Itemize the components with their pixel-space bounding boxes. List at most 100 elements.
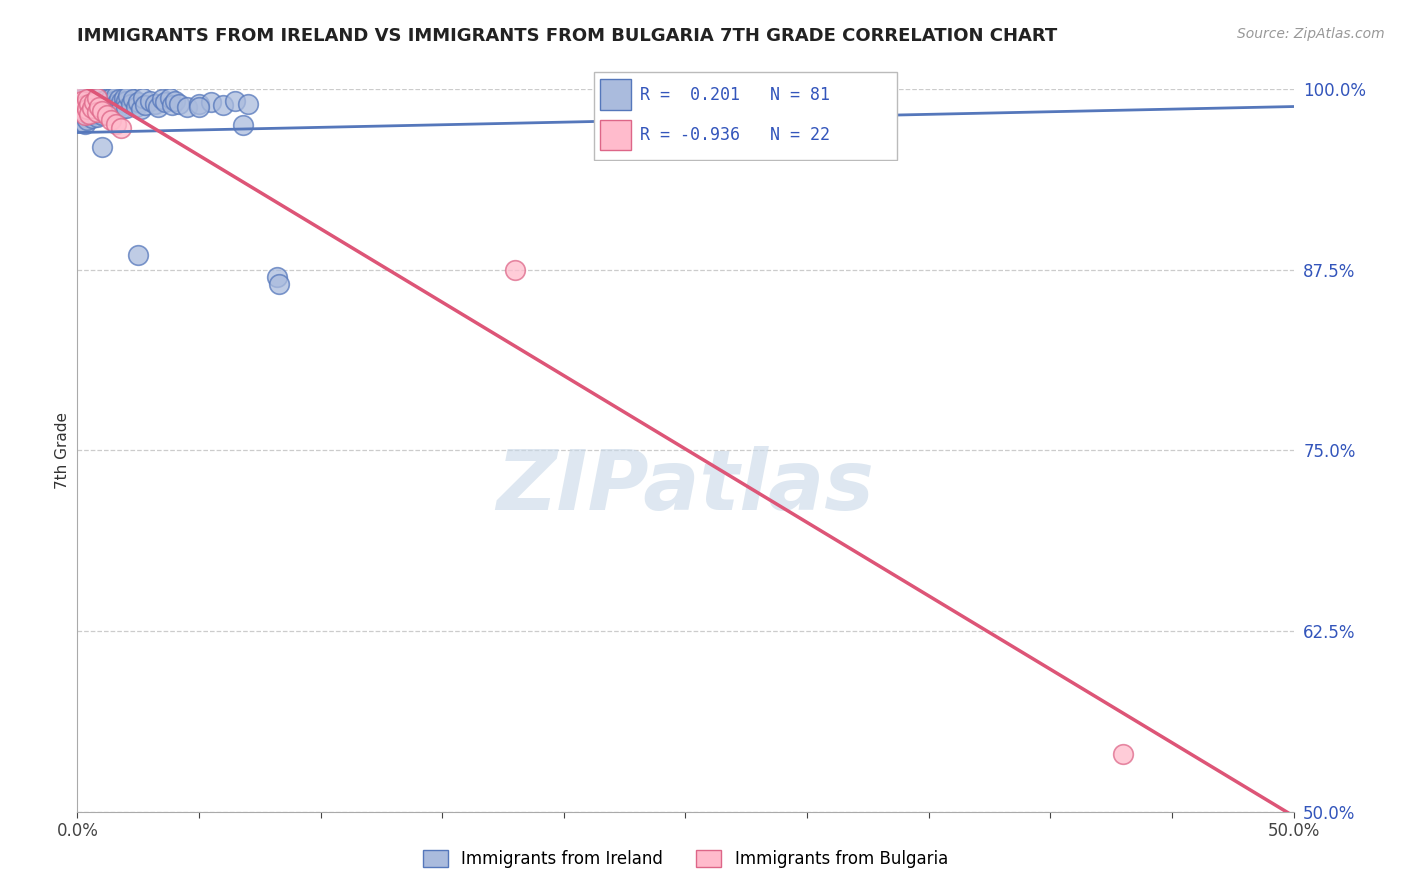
Point xyxy=(80,111,103,125)
Point xyxy=(89,105,111,120)
Point xyxy=(76,112,98,127)
Point xyxy=(96,92,118,106)
Point xyxy=(90,101,112,115)
Point xyxy=(107,99,129,113)
Point xyxy=(73,108,96,122)
Text: R =  0.201   N = 81: R = 0.201 N = 81 xyxy=(640,86,830,103)
Point xyxy=(80,103,103,118)
Point xyxy=(83,92,105,106)
Point xyxy=(127,248,149,262)
Point xyxy=(69,96,91,111)
Point xyxy=(70,94,93,108)
Point xyxy=(100,112,122,127)
Point xyxy=(73,95,96,110)
Point xyxy=(79,101,101,115)
Point xyxy=(97,103,120,117)
Point xyxy=(79,96,101,111)
Point xyxy=(132,91,155,105)
Point xyxy=(93,96,115,111)
Point xyxy=(129,103,152,117)
Point xyxy=(125,99,148,113)
Point xyxy=(224,94,246,108)
Point xyxy=(1112,747,1135,761)
Point xyxy=(69,103,91,118)
Point xyxy=(80,96,103,111)
Point xyxy=(200,95,222,110)
Point xyxy=(269,277,291,292)
Point xyxy=(83,99,105,113)
Point xyxy=(90,94,112,108)
Point xyxy=(97,95,120,110)
Point xyxy=(93,103,115,118)
Point xyxy=(772,95,794,110)
Point xyxy=(103,101,125,115)
Point xyxy=(86,105,108,120)
Point xyxy=(160,98,183,112)
Point xyxy=(96,108,118,122)
Point xyxy=(73,98,96,112)
Point xyxy=(163,94,186,108)
Point xyxy=(86,91,108,105)
Point xyxy=(236,96,259,111)
Point xyxy=(176,99,198,113)
Point xyxy=(110,103,132,117)
Point xyxy=(89,98,111,112)
Point xyxy=(83,95,105,110)
Point xyxy=(146,99,169,113)
Bar xyxy=(600,120,631,150)
Point xyxy=(122,92,145,106)
Point xyxy=(169,96,191,111)
Point xyxy=(83,107,105,121)
Point xyxy=(70,92,93,106)
Bar xyxy=(600,79,631,110)
Point xyxy=(115,101,138,115)
Point xyxy=(70,99,93,113)
Point xyxy=(89,91,111,105)
Point xyxy=(266,270,288,285)
Point xyxy=(79,94,101,108)
Point xyxy=(89,99,111,113)
Point xyxy=(232,118,254,132)
Legend: Immigrants from Ireland, Immigrants from Bulgaria: Immigrants from Ireland, Immigrants from… xyxy=(423,850,948,869)
Point xyxy=(79,107,101,121)
Point xyxy=(90,108,112,122)
Point xyxy=(159,91,181,105)
Point xyxy=(90,103,112,118)
Point xyxy=(80,101,103,115)
Point xyxy=(69,99,91,113)
Point xyxy=(212,98,235,112)
Point xyxy=(76,105,98,120)
Point xyxy=(115,94,138,108)
Point xyxy=(105,117,128,131)
Point xyxy=(70,107,93,121)
Text: IMMIGRANTS FROM IRELAND VS IMMIGRANTS FROM BULGARIA 7TH GRADE CORRELATION CHART: IMMIGRANTS FROM IRELAND VS IMMIGRANTS FR… xyxy=(77,27,1057,45)
Point xyxy=(110,121,132,136)
Point xyxy=(100,91,122,105)
FancyBboxPatch shape xyxy=(593,72,897,160)
Point xyxy=(73,103,96,117)
Y-axis label: 7th Grade: 7th Grade xyxy=(55,412,70,489)
Point xyxy=(188,96,211,111)
Point xyxy=(69,89,91,103)
Point xyxy=(70,103,93,118)
Text: ZIPatlas: ZIPatlas xyxy=(496,446,875,527)
Point xyxy=(90,140,112,154)
Point xyxy=(73,110,96,124)
Point xyxy=(110,95,132,110)
Point xyxy=(76,98,98,112)
Point xyxy=(100,98,122,112)
Point xyxy=(152,92,174,106)
Point xyxy=(139,94,162,108)
Point xyxy=(79,108,101,122)
Point xyxy=(76,103,98,117)
Point xyxy=(105,96,128,111)
Point xyxy=(86,110,108,124)
Point xyxy=(70,114,93,128)
Point xyxy=(105,89,128,103)
Point xyxy=(69,89,91,103)
Point xyxy=(96,99,118,113)
Point xyxy=(86,95,108,110)
Point xyxy=(86,103,108,117)
Point xyxy=(107,92,129,106)
Point xyxy=(120,96,142,111)
